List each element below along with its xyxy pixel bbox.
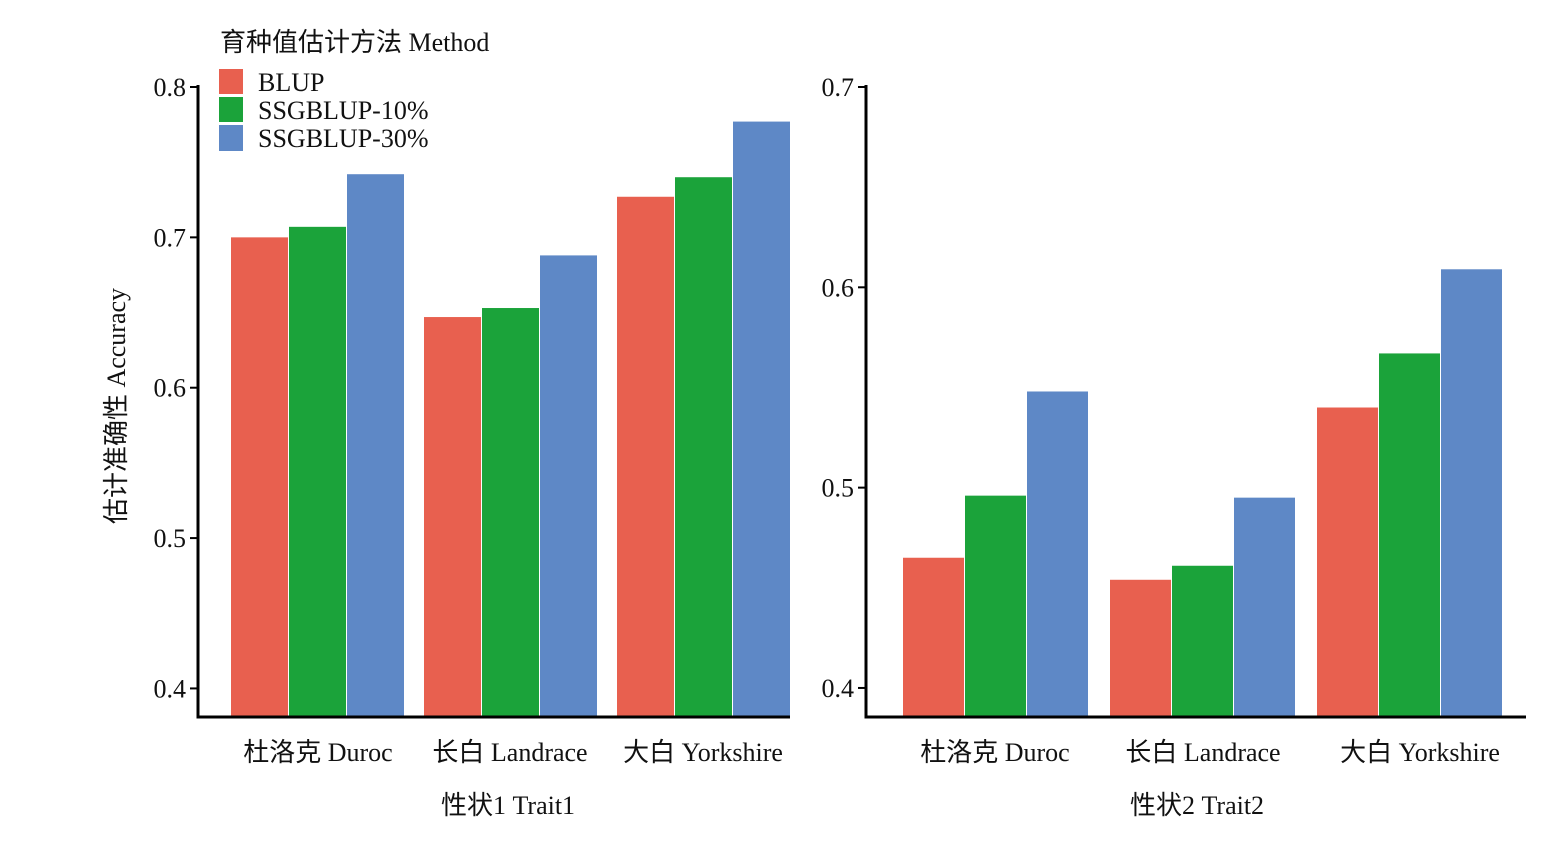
bar-ssgblup-10-yorkshire-trait2 xyxy=(1379,353,1440,717)
bar-blup-duroc-trait2 xyxy=(903,557,964,717)
y-tick-label-3-trait2: 0.7 xyxy=(822,73,855,102)
bar-ssgblup-30-landrace-trait2 xyxy=(1234,497,1295,717)
x-category-label-duroc-trait2: 杜洛克 Duroc xyxy=(920,738,1069,767)
legend-swatch-ssgblup-10 xyxy=(219,97,243,122)
legend-item-blup: BLUP xyxy=(219,68,324,97)
bar-ssgblup-30-duroc-trait2 xyxy=(1027,391,1088,717)
x-axis-title-trait2: 性状2 Trait2 xyxy=(1130,791,1264,820)
y-axis-title: 估计准确性 Accuracy xyxy=(102,288,131,524)
legend-item-ssgblup-10: SSGBLUP-10% xyxy=(219,96,428,125)
legend-item-ssgblup-30: SSGBLUP-30% xyxy=(219,124,428,153)
bar-blup-landrace-trait2 xyxy=(1110,579,1171,717)
bar-blup-duroc-trait1 xyxy=(231,237,288,717)
bar-blup-landrace-trait1 xyxy=(424,317,481,717)
bar-ssgblup-10-duroc-trait2 xyxy=(965,495,1026,717)
bar-ssgblup-10-duroc-trait1 xyxy=(289,226,346,717)
legend-label-ssgblup-30: SSGBLUP-30% xyxy=(258,124,428,153)
y-tick-label-1-trait1: 0.5 xyxy=(154,524,187,553)
x-category-label-landrace-trait2: 长白 Landrace xyxy=(1125,738,1280,767)
x-axis-title-trait1: 性状1 Trait1 xyxy=(441,791,575,820)
y-tick-label-4-trait1: 0.8 xyxy=(154,73,187,102)
x-category-label-landrace-trait1: 长白 Landrace xyxy=(432,738,587,767)
y-tick-label-2-trait1: 0.6 xyxy=(154,374,187,403)
bar-ssgblup-30-duroc-trait1 xyxy=(347,174,404,717)
legend: 育种值估计方法 Method BLUP SSGBLUP-10% SSGBLUP-… xyxy=(219,28,489,153)
x-category-label-duroc-trait1: 杜洛克 Duroc xyxy=(243,738,392,767)
y-tick-label-2-trait2: 0.6 xyxy=(822,273,855,302)
bar-blup-yorkshire-trait1 xyxy=(617,196,674,717)
y-tick-label-3-trait1: 0.7 xyxy=(154,223,187,252)
bar-ssgblup-10-landrace-trait1 xyxy=(482,308,539,717)
panel-2: 0.4 0.5 0.6 0.7 杜洛克 Duroc 长白 Landrace 大白 Yorks… xyxy=(822,73,1526,820)
x-category-label-yorkshire-trait2: 大白 Yorkshire xyxy=(1340,738,1500,767)
bar-ssgblup-30-yorkshire-trait1 xyxy=(733,121,790,717)
bar-ssgblup-30-landrace-trait1 xyxy=(540,255,597,718)
legend-swatch-ssgblup-30 xyxy=(219,125,243,151)
x-category-label-yorkshire-trait1: 大白 Yorkshire xyxy=(623,738,783,767)
legend-label-ssgblup-10: SSGBLUP-10% xyxy=(258,96,428,125)
y-tick-label-0-trait1: 0.4 xyxy=(154,674,187,703)
legend-swatch-blup xyxy=(219,69,243,94)
panel-1: 0.4 0.5 0.6 0.7 0.8 杜洛克 Duroc 长白 Landrace 大白 Yo… xyxy=(154,73,790,820)
bar-ssgblup-30-yorkshire-trait2 xyxy=(1441,269,1502,717)
bar-ssgblup-10-landrace-trait2 xyxy=(1172,565,1233,717)
bar-blup-yorkshire-trait2 xyxy=(1317,407,1378,717)
y-tick-label-0-trait2: 0.4 xyxy=(822,674,855,703)
y-tick-label-1-trait2: 0.5 xyxy=(822,474,855,503)
bar-ssgblup-10-yorkshire-trait1 xyxy=(675,177,732,718)
legend-label-blup: BLUP xyxy=(258,68,324,97)
chart-panels: 0.4 0.5 0.6 0.7 0.8 杜洛克 Duroc 长白 Landrace 大白 Yo… xyxy=(154,73,1526,820)
legend-title: 育种值估计方法 Method xyxy=(220,28,489,57)
